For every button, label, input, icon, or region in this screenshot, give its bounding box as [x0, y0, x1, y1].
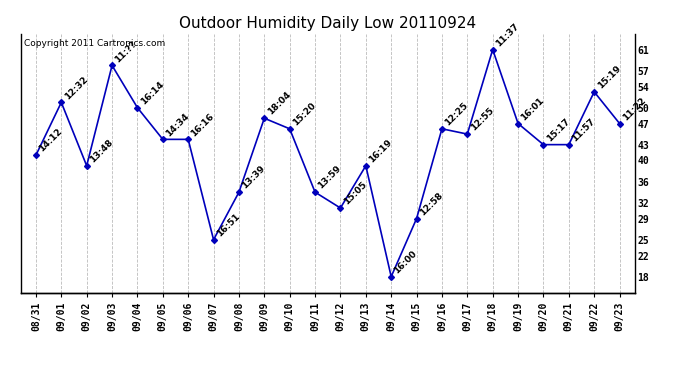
- Text: 11:37: 11:37: [494, 21, 521, 48]
- Text: 11:57: 11:57: [570, 117, 597, 143]
- Text: 16:19: 16:19: [367, 138, 394, 164]
- Text: 16:00: 16:00: [393, 249, 419, 275]
- Text: 11:??: 11:??: [113, 39, 139, 64]
- Text: 16:16: 16:16: [190, 111, 216, 138]
- Text: 15:05: 15:05: [342, 180, 368, 207]
- Text: 12:25: 12:25: [444, 101, 470, 128]
- Text: 16:51: 16:51: [215, 212, 242, 238]
- Text: 14:34: 14:34: [164, 111, 191, 138]
- Text: 12:58: 12:58: [418, 190, 444, 217]
- Text: Copyright 2011 Cartronics.com: Copyright 2011 Cartronics.com: [23, 39, 165, 48]
- Text: 16:14: 16:14: [139, 80, 166, 106]
- Text: 11:22: 11:22: [621, 96, 648, 122]
- Text: 12:32: 12:32: [63, 74, 89, 101]
- Text: 15:17: 15:17: [545, 117, 571, 143]
- Text: 18:04: 18:04: [266, 90, 293, 117]
- Text: 15:19: 15:19: [595, 64, 622, 90]
- Text: 13:48: 13:48: [88, 138, 115, 164]
- Text: 15:20: 15:20: [291, 101, 317, 128]
- Text: 14:12: 14:12: [37, 127, 64, 154]
- Text: 12:55: 12:55: [469, 106, 495, 133]
- Text: 13:39: 13:39: [240, 164, 267, 191]
- Text: 16:01: 16:01: [520, 96, 546, 122]
- Text: 13:59: 13:59: [317, 164, 343, 191]
- Title: Outdoor Humidity Daily Low 20110924: Outdoor Humidity Daily Low 20110924: [179, 16, 476, 31]
